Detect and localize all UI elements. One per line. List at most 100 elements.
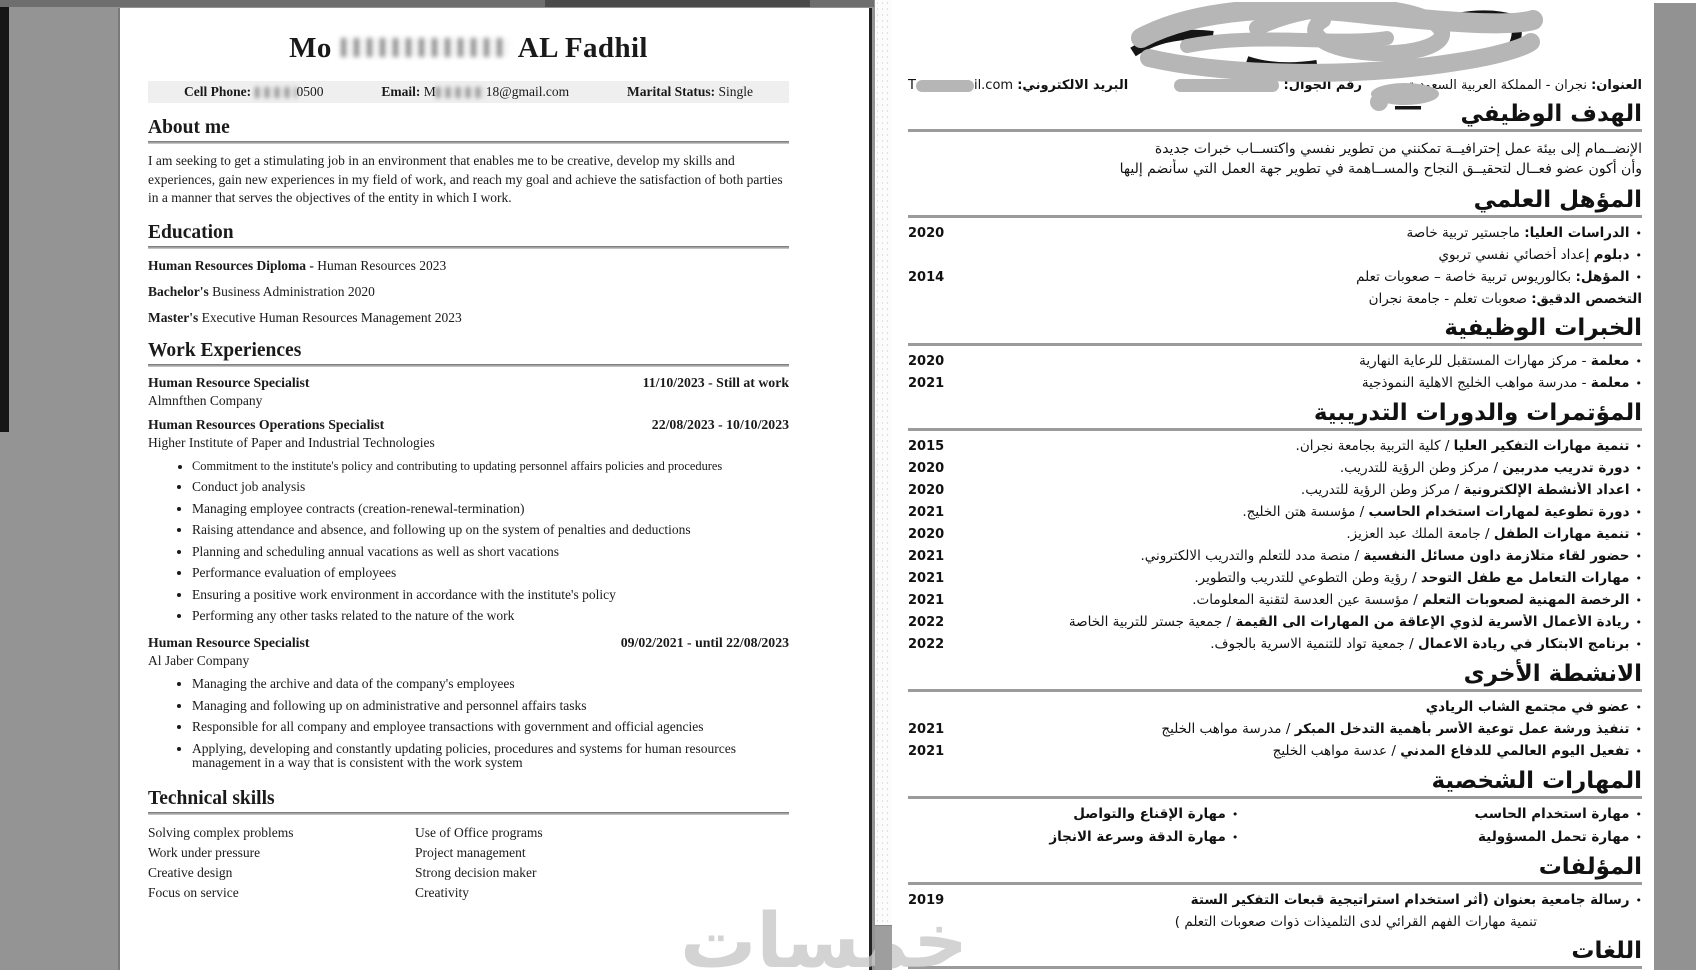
- section-title-publications: المؤلفات: [1538, 854, 1642, 880]
- course-item: •حضور لقاء متلازمة داون مسائل النفسية / …: [908, 548, 1643, 564]
- job-bullet: Planning and scheduling annual vacations…: [192, 544, 789, 559]
- personal-skills-grid: •مهارة استخدام الحاسب •مهارة الإقناع وال…: [908, 806, 1642, 846]
- contact-bar: Cell Phone: 0500 Email: M 18@gmail.com Ma…: [148, 81, 789, 103]
- section-title-experience: الخبرات الوظيفية: [1444, 315, 1642, 341]
- course-item: •مهارات التعامل مع طفل التوحد / رؤية وطن…: [908, 570, 1642, 586]
- experience-item: •معلمة - مدرسة مواهب الخليج الاهلية النم…: [908, 375, 1643, 391]
- bullet-icon: •: [1635, 377, 1643, 390]
- address-value: نجران - المملكة العربية السعودية: [1408, 78, 1587, 93]
- bullet-icon: •: [1635, 894, 1643, 907]
- course-item: •دورة تدريب مدربين / مركز وطن الرؤية للت…: [908, 460, 1643, 476]
- bullet-icon: •: [1635, 638, 1643, 651]
- bullet-icon: •: [1635, 831, 1643, 844]
- job-role: Human Resource Specialist: [148, 374, 310, 390]
- section-divider: [908, 966, 1642, 969]
- right-margin: [1652, 0, 1700, 970]
- bullet-icon: •: [1635, 594, 1643, 607]
- left-edge-strip: [0, 7, 9, 432]
- scrollbar-thumb[interactable]: [875, 925, 892, 970]
- redacted-mobile-scribble: [1174, 79, 1280, 92]
- job-company: Almnfthen Company: [148, 392, 263, 408]
- section-divider: [148, 363, 789, 367]
- english-cv-page: Mo AL Fadhil Cell Phone: 0500 Email: M 18@…: [118, 8, 872, 970]
- mobile-field: رقم الجوال:: [1174, 78, 1362, 93]
- bullet-icon: •: [1635, 550, 1643, 563]
- skill-item: Focus on service: [148, 884, 239, 900]
- mobile-label: رقم الجوال:: [1283, 78, 1363, 93]
- skill-item: Strong decision maker: [415, 864, 537, 880]
- year-label: 2021: [908, 593, 945, 608]
- redacted-title-scribble: [1130, 2, 1543, 111]
- section-divider: [908, 343, 1642, 346]
- section-title-courses: المؤتمرات والدورات التدريبية: [1313, 400, 1642, 426]
- marital-label: Marital Status:: [626, 84, 716, 99]
- arabic-title-block: [908, 0, 1642, 111]
- year-label: 2022: [908, 637, 945, 652]
- section-divider: [148, 141, 789, 144]
- address-field: العنوان: نجران - المملكة العربية السعودي…: [1408, 78, 1642, 93]
- bullet-icon: •: [1635, 227, 1643, 240]
- job-role: Human Resources Operations Specialist: [148, 416, 385, 432]
- job-bullet: Managing the archive and data of the com…: [192, 677, 789, 691]
- section-title-languages: اللغات: [1571, 938, 1642, 964]
- section-divider: [908, 689, 1642, 692]
- phone-visible: 0500: [296, 84, 324, 99]
- personal-skill-item: •مهارة تحمل المسؤولية: [1478, 829, 1643, 845]
- redacted-email-smudge: [435, 87, 486, 99]
- year-label: 2021: [908, 722, 945, 737]
- bullet-icon: •: [1635, 506, 1643, 519]
- section-divider: [908, 129, 1642, 132]
- qualification-item: •المؤهل: بكالوريوس تربية خاصة – صعوبات ت…: [908, 269, 1642, 285]
- year-label: 2020: [908, 483, 945, 498]
- bullet-icon: •: [1635, 462, 1643, 475]
- year-label: 2020: [908, 226, 945, 241]
- education-item: Human Resources Diploma - Human Resource…: [148, 257, 447, 273]
- bullet-icon: •: [1231, 808, 1239, 821]
- bullet-icon: •: [1635, 723, 1643, 736]
- section-divider: [908, 796, 1642, 799]
- section-title-personal-skills: المهارات الشخصية: [1431, 768, 1642, 794]
- section-divider: [148, 811, 789, 815]
- course-item: •اعداد الأنشطة الإلكترونية / مركز وطن ال…: [908, 482, 1643, 498]
- section-divider: [908, 428, 1642, 431]
- course-item: •تنمية مهارات الطفل / جامعة الملك عبد ال…: [908, 526, 1642, 542]
- objective-line: الإنضــمام إلى بيئة عمل إحترافيــة تمكنن…: [1154, 141, 1642, 157]
- section-divider: [908, 882, 1642, 885]
- bullet-icon: •: [1635, 484, 1643, 497]
- bullet-icon: •: [1635, 440, 1643, 453]
- email-end: 18@gmail.com: [485, 84, 570, 99]
- bullet-icon: •: [1635, 355, 1643, 368]
- cv-name: Mo AL Fadhil: [148, 32, 789, 65]
- section-title-qualifications: المؤهل العلمي: [1473, 187, 1642, 213]
- job-bullet: Conduct job analysis: [192, 480, 789, 494]
- year-label: 2021: [908, 376, 945, 391]
- personal-skill-item: •مهارة الإقناع والتواصل: [1073, 806, 1239, 822]
- job-entry: Human Resource Specialist 09/02/2021 - u…: [148, 635, 789, 770]
- address-label: العنوان:: [1591, 78, 1642, 93]
- section-divider: [148, 245, 789, 249]
- qualification-item: •دبلوم إعداد أخصائي نفسي تربوي: [1438, 247, 1642, 263]
- skill-item: Creative design: [148, 864, 233, 880]
- job-dates: 09/02/2021 - until 22/08/2023: [620, 635, 789, 650]
- section-title-skills: Technical skills: [148, 787, 275, 809]
- publication-item: •رسالة جامعية بعنوان (أثر استخدام استرات…: [908, 892, 1643, 908]
- year-label: 2021: [908, 549, 945, 564]
- job-entry: Human Resource Specialist 11/10/2023 - S…: [148, 375, 789, 409]
- year-label: 2021: [908, 505, 945, 520]
- skill-item: Use of Office programs: [415, 824, 543, 840]
- email-label: Email:: [381, 84, 421, 99]
- qualification-item: •التخصص الدقيق: صعوبات تعلم - جامعة نجرا…: [1368, 291, 1642, 307]
- section-title-activities: الانشطة الأخرى: [1463, 661, 1642, 687]
- top-edge-strip: [0, 0, 874, 7]
- year-label: 2015: [908, 439, 945, 454]
- redacted-name-smudge: [340, 38, 509, 57]
- personal-skill-item: •مهارة الدقة وسرعة الانجاز: [1049, 829, 1239, 845]
- bullet-icon: •: [1635, 745, 1643, 758]
- redacted-email-scribble: [915, 79, 974, 92]
- job-role: Human Resource Specialist: [148, 635, 310, 650]
- job-bullet: Managing and following up on administrat…: [192, 698, 789, 713]
- job-entry: Human Resources Operations Specialist 22…: [148, 417, 789, 624]
- job-bullet: Managing employee contracts (creation-re…: [192, 501, 789, 516]
